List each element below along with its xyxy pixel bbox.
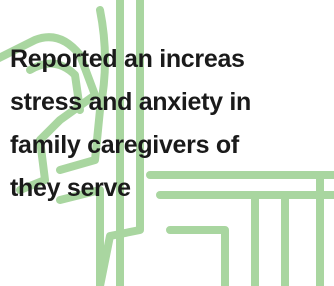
card-text: Reported an increas stress and anxiety i… — [10, 38, 334, 210]
text-line: stress and anxiety in — [10, 81, 334, 124]
text-line: they serve — [10, 167, 334, 210]
text-line: family caregivers of — [10, 124, 334, 167]
text-line: Reported an increas — [10, 38, 334, 81]
page: {"card": {"lines": ["Reported an increas… — [0, 0, 334, 286]
